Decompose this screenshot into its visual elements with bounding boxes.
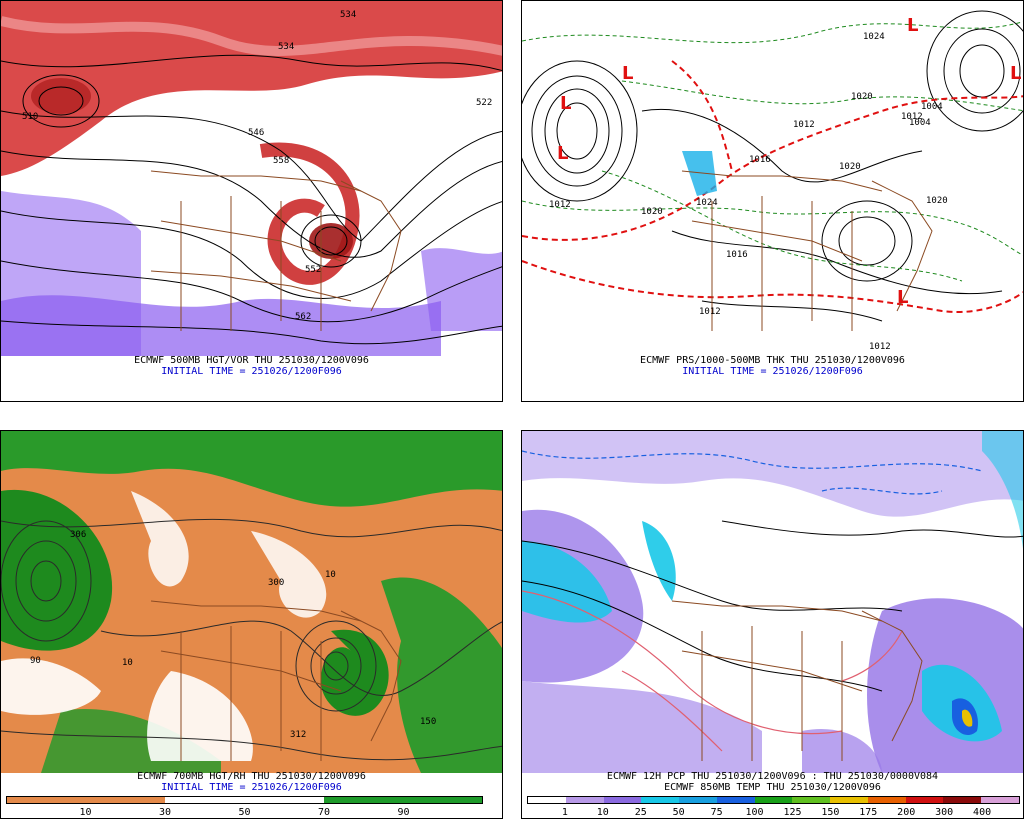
svg-text:L: L	[622, 63, 633, 84]
pcp-tick: 100	[745, 807, 764, 818]
contour-label: 300	[268, 578, 285, 588]
panel4-caption: ECMWF 12H PCP THU 251030/1200V096 : THU …	[606, 771, 939, 782]
state-borders	[150, 170, 402, 331]
contour-label: 10	[122, 658, 133, 668]
panel3-initial-time: INITIAL TIME = 251026/1200F096	[161, 782, 342, 793]
panel1-caption: ECMWF 500MB HGT/VOR THU 251030/1200V096	[134, 355, 369, 366]
pcp-tick: 200	[897, 807, 916, 818]
contour-label: 1020	[926, 196, 948, 206]
contour-label: 1016	[749, 155, 771, 165]
rh-tick: 90	[397, 807, 410, 818]
contour-label: 534	[278, 42, 295, 52]
pcp-tick: 25	[634, 807, 647, 818]
rh-colorbar-ticks: 10 30 50 70 90	[6, 807, 483, 818]
contour-label: 90	[30, 656, 41, 666]
contour-label: 1004	[921, 102, 943, 112]
contour-label: 1012	[901, 112, 923, 122]
pcp-tick: 400	[973, 807, 992, 818]
contour-label: 1012	[793, 120, 815, 130]
panel4-caption-850temp: ECMWF 850MB TEMP THU 251030/1200V096	[664, 782, 881, 793]
svg-text:L: L	[1010, 63, 1021, 84]
contour-label: 1024	[696, 198, 718, 208]
svg-text:L: L	[897, 287, 908, 308]
rh-tick: 30	[158, 807, 171, 818]
contour-label: 562	[295, 312, 312, 322]
panel3-contour-labels: 300 306 312 10 10 90 150	[0, 430, 503, 772]
panel1-contour-labels: 534 534 522 546 558 552 562 510	[0, 0, 503, 355]
state-borders	[671, 600, 923, 761]
rh-tick: 50	[238, 807, 251, 818]
contour-label: 1020	[851, 92, 873, 102]
contour-label: 510	[22, 112, 39, 122]
rh-tick: 10	[79, 807, 92, 818]
panel2-contour-labels: 1024 1012 1020 1020 1012 1004 1016 1012 …	[521, 0, 1024, 355]
contour-label: 1024	[863, 32, 885, 42]
contour-label: 1020	[641, 207, 663, 217]
contour-label: 1004	[909, 118, 931, 128]
panel-prs-thickness: L L L L L L ECMWF PRS/1000-500MB THK THU…	[521, 0, 1024, 402]
contour-label: 1012	[549, 200, 571, 210]
panel-500mb-hgt-vor: ECMWF 500MB HGT/VOR THU 251030/1200V096 …	[0, 0, 503, 402]
contour-label: 1020	[839, 162, 861, 172]
map-500mb-vorticity	[1, 1, 502, 356]
map-700mb-rh	[1, 431, 502, 773]
contour-label: 312	[290, 730, 307, 740]
pcp-tick: 150	[821, 807, 840, 818]
contour-label: 150	[420, 717, 437, 727]
pcp-tick: 300	[935, 807, 954, 818]
svg-text:L: L	[907, 15, 918, 36]
contour-label: 552	[305, 265, 322, 275]
contour-label: 306	[70, 530, 87, 540]
pcp-tick: 50	[672, 807, 685, 818]
state-borders	[150, 600, 402, 761]
contour-label: 522	[476, 98, 493, 108]
map-pressure-thickness: L L L L L L	[522, 1, 1023, 356]
panel-pcp-850temp: ECMWF 12H PCP THU 251030/1200V096 : THU …	[521, 430, 1024, 819]
panel3-caption: ECMWF 700MB HGT/RH THU 251030/1200V096	[137, 771, 366, 782]
pcp-tick: 1	[561, 807, 568, 818]
contour-label: 534	[340, 10, 357, 20]
pcp-tick: 175	[859, 807, 878, 818]
pcp-tick: 75	[710, 807, 723, 818]
panel-700mb-hgt-rh: ECMWF 700MB HGT/RH THU 251030/1200V096 I…	[0, 430, 503, 819]
map-precip-850temp	[522, 431, 1023, 773]
contour-label: 1016	[726, 250, 748, 260]
contour-label: 1012	[869, 342, 891, 352]
precip-colorbar-ticks: 1 10 25 50 75 100 125 150 175 200 300 40…	[527, 807, 1020, 818]
contour-label: 546	[248, 128, 265, 138]
low-pressure-markers: L L L L L L	[557, 15, 1021, 308]
svg-text:L: L	[557, 143, 568, 164]
svg-text:L: L	[560, 93, 571, 114]
contour-label: 1012	[699, 307, 721, 317]
pcp-tick: 125	[783, 807, 802, 818]
contour-label: 10	[325, 570, 336, 580]
pcp-tick: 10	[596, 807, 609, 818]
state-borders	[681, 170, 933, 331]
rh-colorbar	[6, 796, 483, 804]
panel1-initial-time: INITIAL TIME = 251026/1200F096	[161, 366, 342, 377]
contour-label: 558	[273, 156, 290, 166]
rh-tick: 70	[317, 807, 331, 818]
panel2-initial-time: INITIAL TIME = 251026/1200F096	[682, 366, 863, 377]
panel2-caption: ECMWF PRS/1000-500MB THK THU 251030/1200…	[640, 355, 905, 366]
precip-colorbar	[527, 796, 1020, 804]
